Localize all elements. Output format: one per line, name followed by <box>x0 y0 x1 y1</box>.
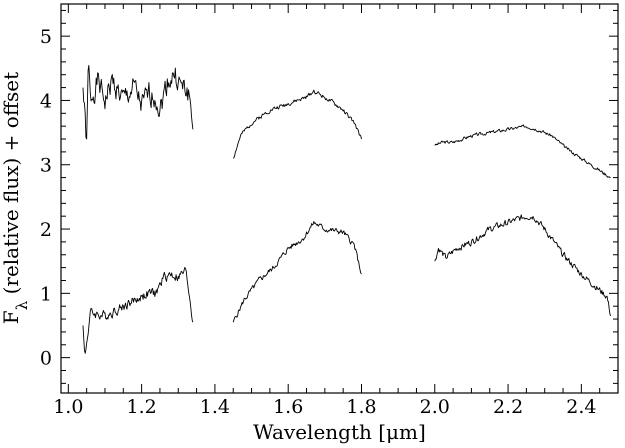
y-axis-label: Fλ (relative flux) + offset <box>0 72 31 324</box>
y-axis-label-main: F <box>0 310 23 324</box>
spectrum-segment <box>82 64 194 140</box>
y-axis-label-rest: (relative flux) + offset <box>0 72 23 301</box>
x-tick-label: 1.8 <box>346 396 376 418</box>
x-tick-label: 2.4 <box>566 396 596 418</box>
spectrum-segment <box>232 221 362 323</box>
spectrum-segment <box>434 124 611 179</box>
spectrum-segment <box>434 214 612 317</box>
spectra-series <box>82 64 612 354</box>
x-tick-labels: 1.0 1.2 1.4 1.6 1.8 2.0 2.2 2.4 <box>53 396 596 418</box>
spectrum-series-1 <box>82 64 611 179</box>
spectrum-segment <box>82 266 194 354</box>
x-tick-label: 1.4 <box>200 396 230 418</box>
x-tick-label: 1.2 <box>127 396 157 418</box>
y-tick-label: 3 <box>40 155 52 177</box>
x-tick-label: 2.2 <box>493 396 523 418</box>
x-tick-label: 2.0 <box>420 396 450 418</box>
tick-marks <box>61 4 619 393</box>
spectrum-series-2 <box>82 214 612 354</box>
x-tick-label: 1.0 <box>53 396 83 418</box>
y-axis-label-subscript: λ <box>13 300 31 310</box>
y-tick-label: 5 <box>40 26 52 48</box>
y-tick-label: 4 <box>40 90 52 112</box>
y-tick-labels: 0 1 2 3 4 5 <box>40 26 52 369</box>
x-tick-label: 1.6 <box>273 396 303 418</box>
plot-frame <box>60 3 619 394</box>
y-tick-label: 1 <box>40 283 52 305</box>
spectrum-segment <box>232 89 362 159</box>
y-tick-label: 2 <box>40 219 52 241</box>
x-axis-label: Wavelength [μm] <box>253 420 426 444</box>
y-tick-label: 0 <box>40 348 52 370</box>
